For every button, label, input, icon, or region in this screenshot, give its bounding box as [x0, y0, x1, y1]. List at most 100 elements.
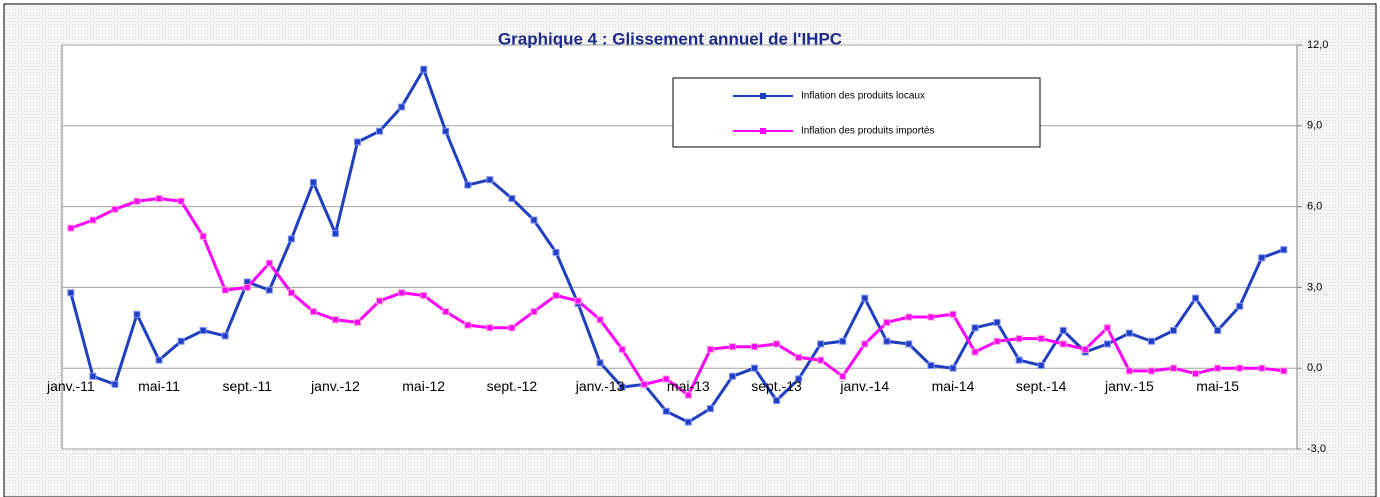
point-marker: [883, 318, 891, 326]
point-marker: [1170, 364, 1177, 372]
point-marker: [376, 127, 384, 135]
point-marker: [133, 310, 141, 318]
x-tick-label: janv.-11: [46, 378, 95, 394]
point-marker: [552, 291, 560, 299]
point-marker: [662, 375, 670, 383]
point-marker: [486, 176, 494, 184]
point-marker: [684, 418, 692, 426]
point-marker: [221, 332, 229, 340]
x-tick-label: sept.-12: [487, 378, 538, 394]
x-tick-label: janv.-13: [575, 378, 625, 394]
point-marker: [1258, 364, 1266, 372]
point-marker: [265, 259, 273, 267]
point-marker: [1192, 370, 1200, 378]
point-marker: [1147, 337, 1155, 345]
point-marker: [1214, 326, 1222, 334]
point-marker: [817, 340, 825, 348]
y-tick-label: 6,0: [1307, 201, 1322, 213]
point-marker: [1037, 362, 1045, 370]
point-marker: [442, 308, 450, 316]
point-marker: [331, 230, 339, 238]
point-marker: [331, 316, 339, 324]
point-marker: [1103, 324, 1111, 332]
point-marker: [750, 364, 758, 372]
point-marker: [376, 297, 384, 305]
point-marker: [1258, 254, 1266, 262]
point-marker: [133, 197, 141, 205]
point-marker: [398, 289, 406, 297]
point-marker: [287, 235, 295, 243]
point-marker: [861, 340, 869, 348]
point-marker: [795, 375, 803, 383]
x-tick-label: sept.-14: [1016, 378, 1067, 394]
point-marker: [552, 248, 560, 256]
y-tick-label: 9,0: [1307, 120, 1322, 132]
point-marker: [177, 337, 185, 345]
point-marker: [1214, 364, 1222, 372]
point-marker: [1081, 345, 1089, 353]
x-tick-label: mai-11: [138, 378, 180, 394]
legend: [672, 77, 1041, 148]
point-marker: [706, 405, 714, 413]
point-marker: [905, 313, 913, 321]
series-line: [70, 197, 1284, 397]
point-marker: [398, 103, 406, 111]
point-marker: [728, 372, 736, 380]
point-marker: [530, 308, 538, 316]
point-marker: [1170, 326, 1177, 334]
point-marker: [1015, 335, 1023, 343]
point-marker: [67, 289, 75, 297]
y-tick-label: 12,0: [1307, 39, 1328, 51]
y-tick-label: -3,0: [1307, 443, 1326, 455]
point-marker: [684, 391, 692, 399]
x-tick-label: sept.-13: [751, 378, 802, 394]
point-marker: [1236, 364, 1244, 372]
point-marker: [773, 340, 781, 348]
point-marker: [486, 324, 494, 332]
point-marker: [905, 340, 913, 348]
x-tick-label: mai-15: [1196, 378, 1239, 394]
legend-marker: [760, 128, 766, 134]
point-marker: [309, 308, 317, 316]
point-marker: [927, 313, 935, 321]
point-marker: [464, 321, 472, 329]
point-marker: [1280, 246, 1288, 254]
chart-title: Graphique 4 : Glissement annuel de l'IHP…: [498, 29, 842, 48]
x-tick-label: mai-13: [667, 378, 710, 394]
point-marker: [1103, 340, 1111, 348]
point-marker: [817, 356, 825, 364]
point-marker: [199, 232, 207, 240]
point-marker: [1015, 356, 1023, 364]
legend-label: Inflation des produits locaux: [801, 91, 925, 102]
point-marker: [1037, 335, 1045, 343]
point-marker: [971, 324, 979, 332]
point-marker: [89, 216, 97, 224]
point-marker: [883, 337, 891, 345]
point-marker: [1147, 367, 1155, 375]
point-marker: [662, 407, 670, 415]
x-tick-label: mai-14: [932, 378, 975, 394]
point-marker: [67, 224, 75, 232]
point-marker: [618, 345, 626, 353]
point-marker: [750, 343, 758, 351]
legend-marker: [760, 93, 766, 99]
point-marker: [309, 178, 317, 186]
point-marker: [89, 372, 97, 380]
point-marker: [1192, 294, 1200, 302]
point-marker: [993, 337, 1001, 345]
point-marker: [861, 294, 869, 302]
point-marker: [111, 380, 119, 388]
point-marker: [243, 283, 251, 291]
point-marker: [464, 181, 472, 189]
y-tick-label: 0,0: [1307, 362, 1322, 374]
point-marker: [420, 291, 428, 299]
point-marker: [706, 345, 714, 353]
point-marker: [155, 195, 163, 203]
point-marker: [1236, 302, 1244, 310]
point-marker: [773, 397, 781, 405]
point-marker: [596, 359, 604, 367]
point-marker: [839, 372, 847, 380]
point-marker: [508, 324, 516, 332]
point-marker: [354, 318, 362, 326]
